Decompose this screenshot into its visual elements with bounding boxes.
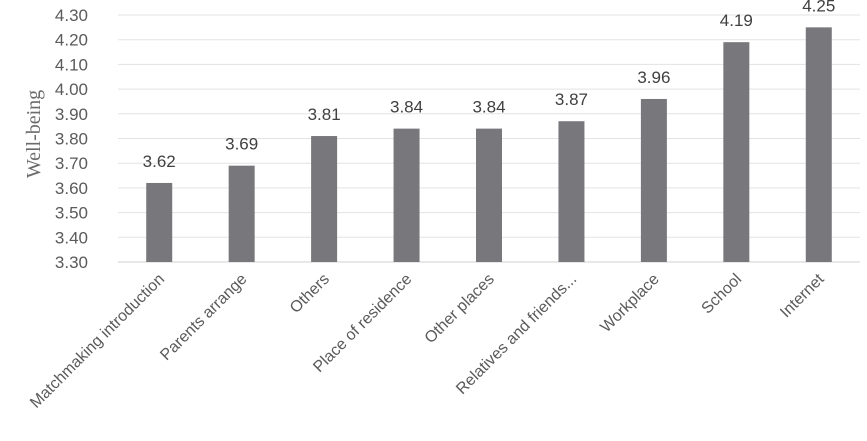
bar [146,182,173,262]
y-tick-label: 4.00 [55,80,88,99]
x-category-label: Matchmaking introduction [27,271,168,412]
x-category-label: Other places [422,271,498,347]
data-label: 3.81 [308,105,341,124]
y-tick-label: 3.60 [55,179,88,198]
bar [640,98,667,262]
data-label: 3.84 [472,98,505,117]
data-label: 4.19 [720,11,753,30]
bar [476,128,502,262]
y-tick-label: 4.20 [55,31,88,50]
x-category-label: School [699,271,746,318]
y-tick-label: 3.50 [55,204,88,223]
data-label: 3.96 [637,68,670,87]
data-label: 4.25 [802,0,835,15]
data-label: 3.87 [555,90,588,109]
data-label: 3.62 [143,152,176,171]
data-labels: 3.62 3.69 3.81 3.84 3.84 3.87 3.96 4.19 4.25 [143,0,836,171]
y-tick-label: 4.10 [55,55,88,74]
y-axis-label: Well-being [23,90,45,178]
x-category-label: Parents arrange [157,271,250,364]
bar [228,165,255,262]
data-label: 3.84 [390,98,423,117]
y-tick-label: 3.80 [55,130,88,149]
y-tick-label: 3.40 [55,228,88,247]
y-tick-label: 3.90 [55,105,88,124]
y-tick-label: 4.30 [55,6,88,25]
bar [723,42,750,262]
bar [558,121,585,263]
x-category-label: Internet [777,270,828,321]
y-tick-label: 3.30 [55,253,88,272]
y-tick-label: 3.70 [55,154,88,173]
bar [311,136,338,262]
x-category-label: Workplace [597,271,662,336]
bar [805,27,832,262]
y-axis-ticks: 3.30 3.40 3.50 3.60 3.70 3.80 3.90 4.00 4.10 4.20… [55,6,88,272]
x-category-label: Others [287,271,333,317]
data-label: 3.69 [225,135,258,154]
bar [393,128,420,262]
bars [146,27,832,263]
